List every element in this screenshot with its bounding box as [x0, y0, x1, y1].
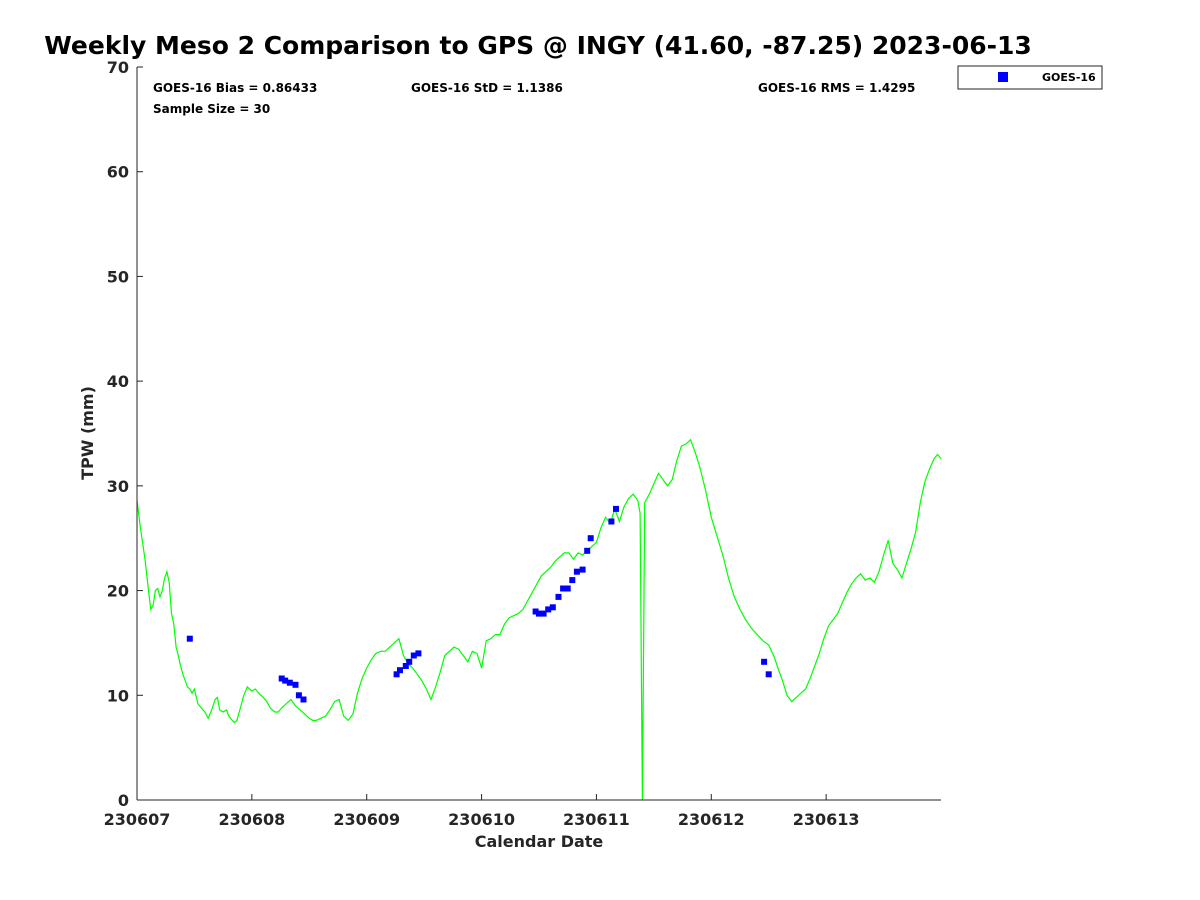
x-tick-label: 230607: [104, 810, 171, 829]
x-tick-label: 230611: [563, 810, 630, 829]
goes16-point: [540, 610, 547, 617]
goes16-point: [545, 606, 552, 613]
goes16-point: [415, 650, 422, 657]
goes16-point: [402, 663, 409, 669]
x-axis-label: Calendar Date: [475, 832, 604, 851]
goes16-point: [584, 547, 591, 554]
x-tick-label: 230608: [218, 810, 285, 829]
y-tick-label: 0: [118, 791, 129, 810]
legend-box: [957, 65, 1103, 90]
rms-stat: GOES-16 RMS = 1.4295: [758, 81, 915, 95]
y-tick-label: 10: [107, 686, 129, 705]
goes16-point: [608, 518, 615, 525]
goes16-point: [560, 585, 567, 592]
goes16-point: [295, 692, 302, 699]
legend: GOES-16: [957, 65, 1103, 90]
y-tick-label: 70: [107, 58, 129, 77]
goes16-point: [406, 658, 413, 665]
goes16-point: [186, 635, 193, 642]
goes16-point: [536, 610, 542, 617]
y-tick-label: 30: [107, 477, 129, 496]
x-tick-label: 230613: [793, 810, 860, 829]
series-layer: [136, 438, 942, 801]
y-axis-label: TPW (mm): [78, 386, 97, 480]
goes16-point: [761, 658, 768, 665]
gps-tpw-line: [136, 438, 942, 801]
x-tick-label: 230609: [333, 810, 400, 829]
plot-area: [137, 67, 941, 800]
std-stat: GOES-16 StD = 1.1386: [411, 81, 563, 95]
goes16-point: [393, 671, 400, 678]
x-axis-ticks: 230607 230608 230609 230610 230611 230612 2306…: [104, 794, 860, 829]
goes16-point: [564, 585, 571, 592]
legend-label-goes16: GOES-16: [1042, 71, 1096, 84]
sample-size-stat: Sample Size = 30: [153, 102, 270, 116]
goes16-point: [587, 535, 594, 542]
goes16-point: [579, 566, 586, 573]
goes16-point: [549, 604, 556, 611]
y-axis-ticks: 0 10 20 30 40 50 60 70: [107, 58, 143, 810]
y-tick-label: 40: [107, 372, 129, 391]
x-tick-label: 230610: [448, 810, 515, 829]
goes16-point: [292, 681, 299, 688]
goes16-point: [410, 652, 417, 659]
y-tick-label: 50: [107, 267, 129, 286]
y-tick-label: 60: [107, 163, 129, 182]
goes16-point: [397, 667, 403, 674]
goes16-point: [569, 577, 576, 584]
goes16-point: [278, 675, 285, 682]
bias-stat: GOES-16 Bias = 0.86433: [153, 81, 317, 95]
goes16-point: [573, 568, 580, 575]
x-tick-label: 230612: [678, 810, 745, 829]
goes16-point: [613, 505, 619, 512]
goes16-point: [300, 696, 307, 703]
legend-marker-goes16: [998, 72, 1008, 82]
chart-title: Weekly Meso 2 Comparison to GPS @ INGY (…: [44, 31, 1032, 60]
goes16-point: [286, 679, 293, 686]
y-tick-label: 20: [107, 582, 129, 601]
goes16-point: [555, 593, 562, 600]
goes16-point: [765, 671, 772, 678]
goes16-point: [282, 677, 289, 684]
goes16-point: [532, 608, 539, 615]
